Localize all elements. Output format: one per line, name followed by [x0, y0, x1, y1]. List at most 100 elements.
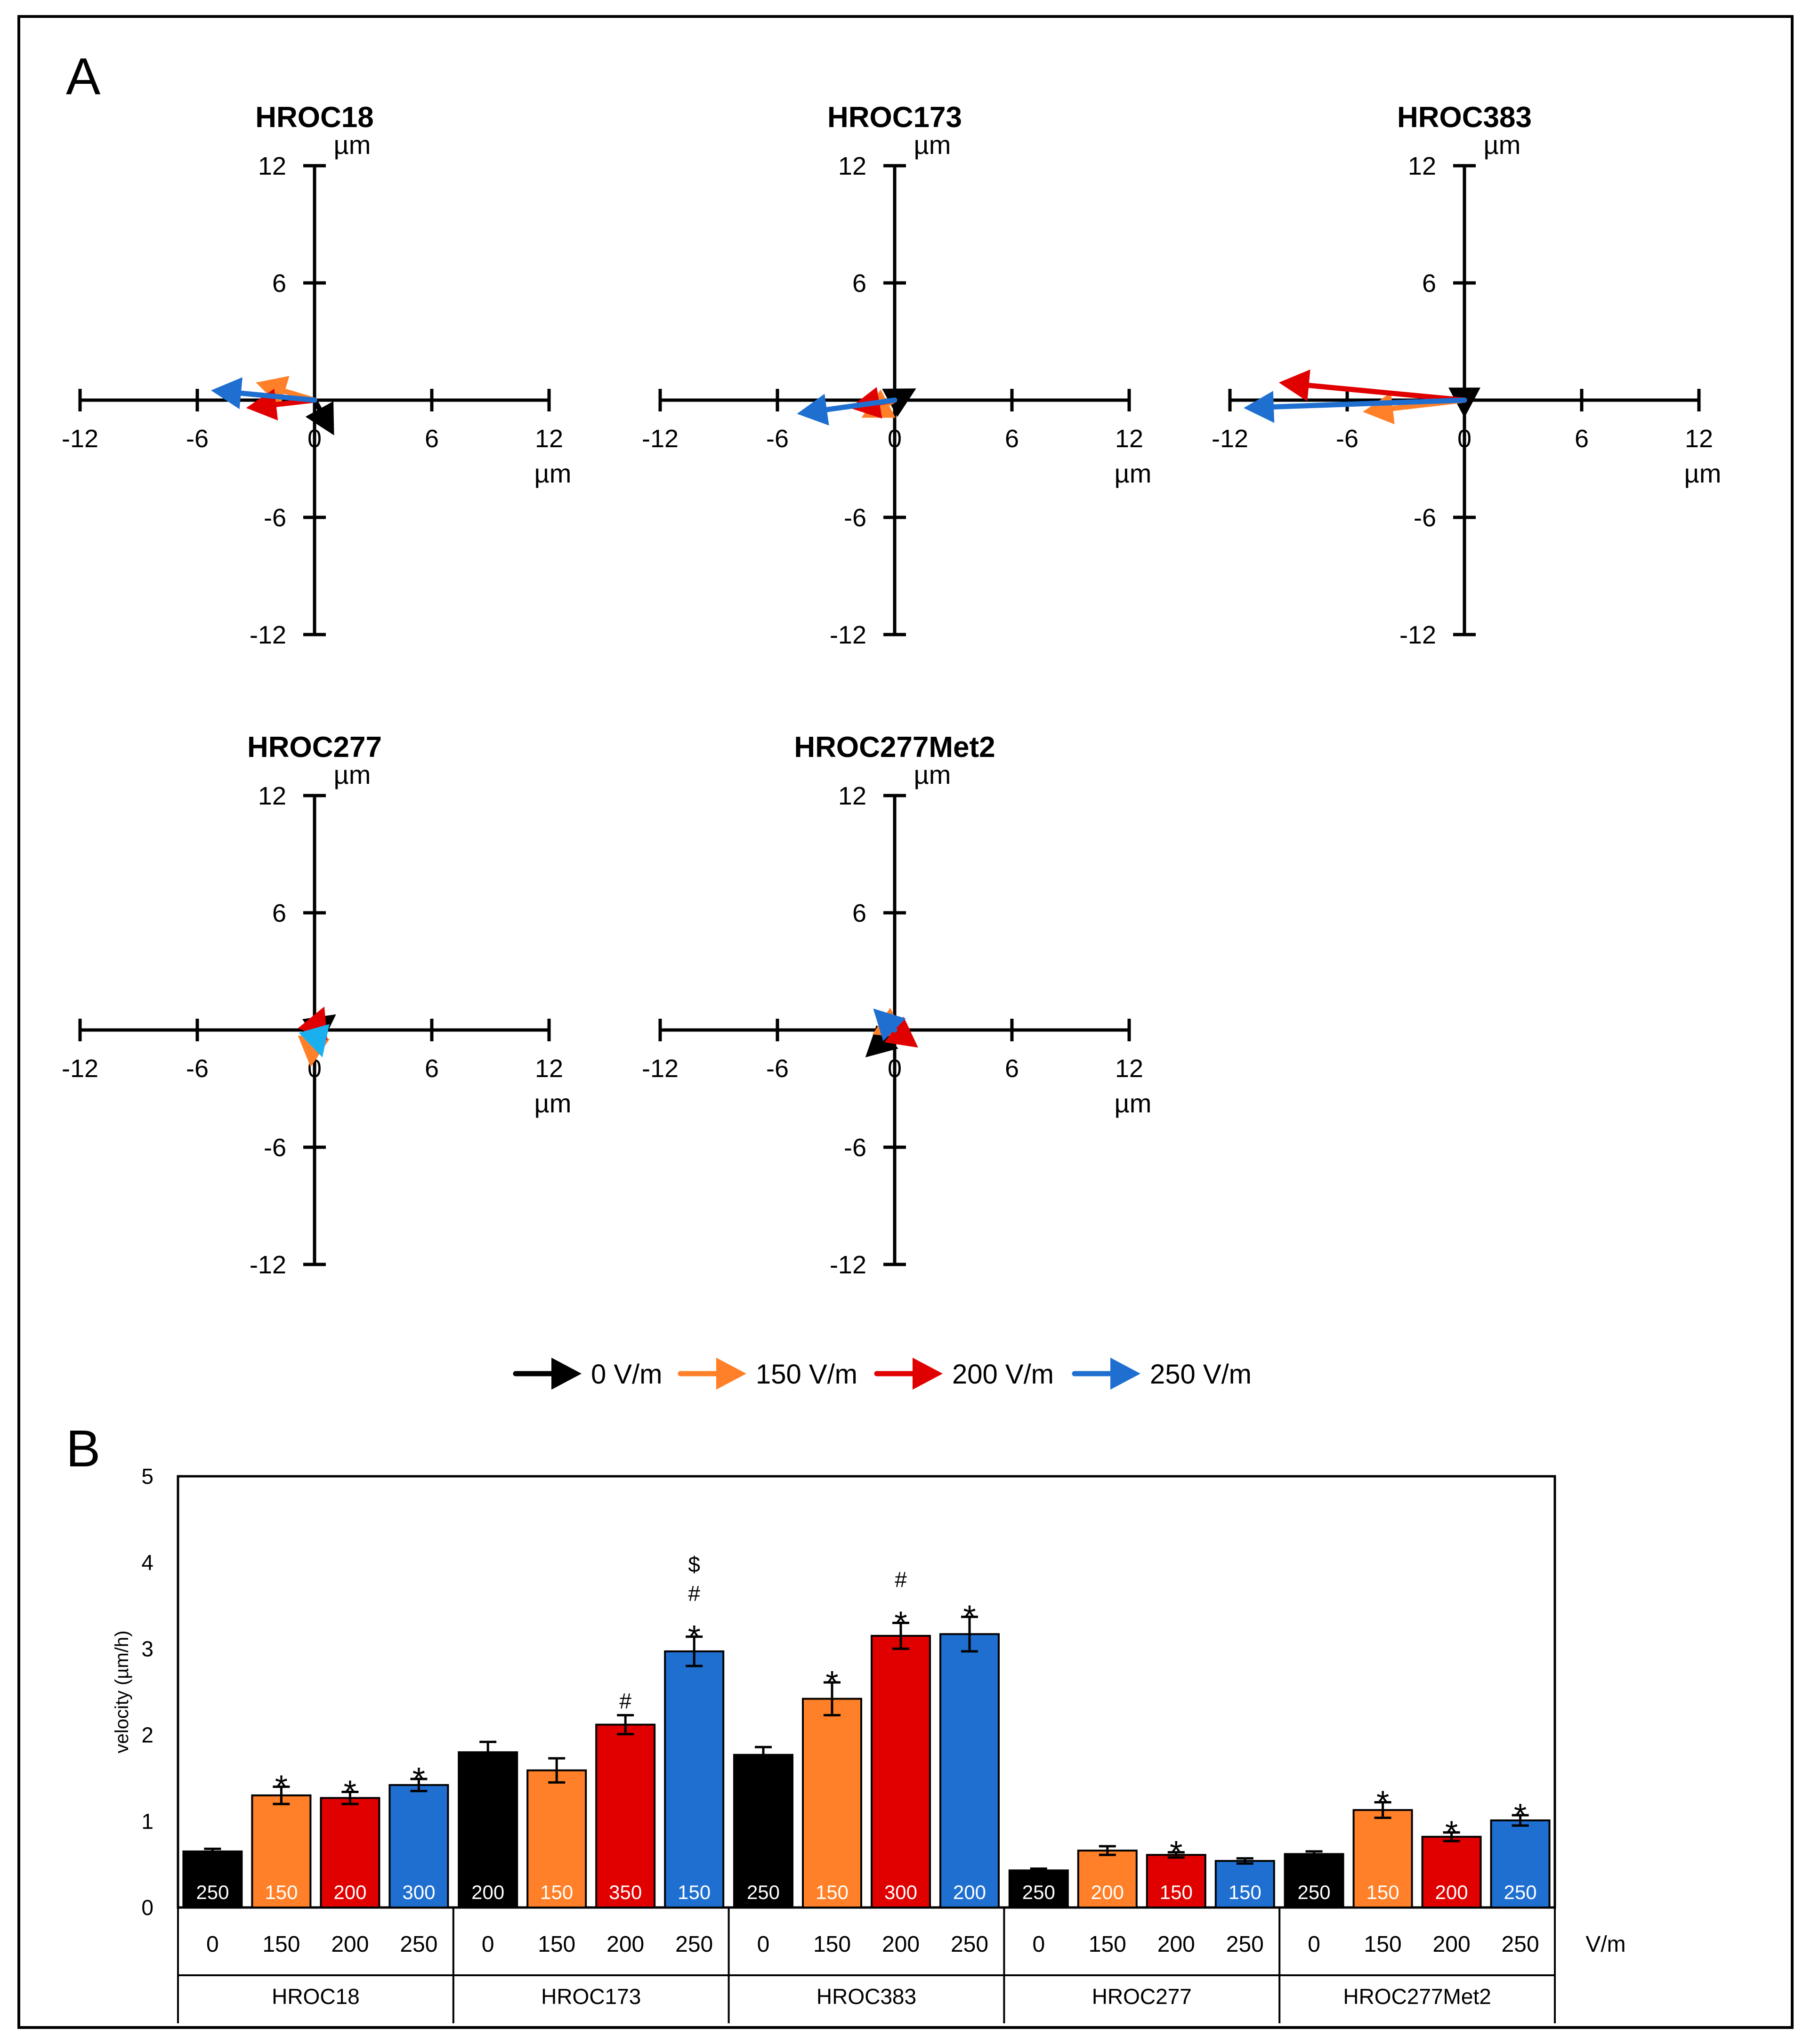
group-label: HROC277Met2	[1343, 1984, 1491, 2009]
y-tick-label: 3	[141, 1636, 154, 1661]
panel-label-a: A	[66, 48, 101, 105]
y-tick-label: 4	[141, 1550, 154, 1575]
x-category-label: 250	[1226, 1932, 1264, 1957]
legend-label: 250 V/m	[1150, 1359, 1252, 1390]
bar-n-label: 300	[884, 1881, 917, 1903]
bar	[251, 1794, 312, 1909]
y-tick-label: 6	[1422, 269, 1436, 298]
bar-n-label: 150	[816, 1881, 849, 1903]
x-tick-label: 0	[1457, 425, 1471, 453]
bar	[871, 1634, 931, 1908]
plot-title: HROC277Met2	[794, 731, 995, 764]
x-tick-label: -6	[766, 1054, 789, 1083]
x-unit-label: µm	[1115, 1088, 1152, 1118]
legend-item: 250 V/m	[1072, 1358, 1252, 1390]
legend-item: 200 V/m	[874, 1358, 1054, 1390]
x-category-label: 150	[538, 1932, 575, 1957]
bar-n-label: 350	[609, 1881, 642, 1903]
x-tick-label: 6	[425, 425, 439, 453]
significance-mark: *	[275, 1769, 288, 1805]
x-category-label: 250	[1502, 1932, 1539, 1957]
bar-n-label: 200	[953, 1881, 986, 1903]
panel-label-b: B	[66, 1420, 100, 1478]
plot-area	[177, 1475, 1556, 1909]
x-category-label: 200	[606, 1932, 644, 1957]
x-unit-label: V/m	[1585, 1932, 1625, 1957]
y-unit-label: µm	[914, 130, 951, 160]
legend-arrow-head	[716, 1358, 746, 1390]
plot-title: HROC383	[1397, 101, 1532, 134]
x-tick-label: -12	[62, 425, 98, 453]
bar	[802, 1698, 862, 1908]
bar	[1490, 1819, 1551, 1909]
bar-n-label: 200	[471, 1881, 504, 1903]
significance-mark: *	[894, 1604, 907, 1641]
vector-plot-hroc277met2: HROC277Met2 -12 -12 -6 -6 0 6 6 12 12 µm µm	[642, 731, 1151, 1279]
significance-mark: *	[825, 1664, 838, 1701]
bar-group-hroc277met2: 250 0 150 * 150 200 * 200 250 * 250 HROC277Met2	[1284, 1784, 1551, 2009]
x-category-label: 200	[331, 1932, 369, 1957]
y-tick-label: 12	[258, 152, 286, 180]
x-unit-label: µm	[534, 459, 572, 488]
y-tick-label: 6	[852, 269, 866, 298]
bar	[1146, 1854, 1206, 1909]
bar-n-label: 150	[265, 1881, 298, 1903]
legend-arrow	[513, 1358, 582, 1390]
y-tick-label: 6	[272, 269, 286, 298]
bar-n-label: 250	[747, 1881, 780, 1903]
x-tick-label: 6	[1005, 1054, 1019, 1083]
bar-n-label: 150	[678, 1881, 711, 1903]
bar	[526, 1769, 587, 1908]
bar-n-label: 150	[1229, 1881, 1261, 1903]
bar-n-label: 300	[402, 1881, 435, 1903]
bar	[664, 1650, 725, 1908]
significance-mark: $	[688, 1552, 700, 1577]
bar-group-hroc173: 200 0 150 150 350 #200 150 * # $250 HROC173	[458, 1552, 725, 2009]
legend-item: 0 V/m	[513, 1358, 663, 1390]
vector-arrow-0vm	[882, 388, 916, 417]
x-tick-label: 6	[1005, 425, 1019, 453]
significance-mark: *	[1445, 1814, 1458, 1851]
y-tick-label: -12	[250, 621, 286, 649]
legend-arrow	[874, 1358, 943, 1390]
y-unit-label: µm	[914, 760, 951, 789]
y-tick-label: 6	[852, 899, 866, 927]
legend-arrow-head	[551, 1358, 582, 1390]
bar-n-label: 250	[196, 1881, 229, 1903]
significance-mark: *	[1376, 1784, 1389, 1820]
bar	[1008, 1869, 1069, 1909]
vector-arrow-0vm-head	[882, 388, 916, 417]
x-tick-label: 6	[425, 1054, 439, 1083]
vector-arrow-250vm-head	[299, 1024, 330, 1058]
y-tick-label: -6	[1414, 504, 1436, 532]
group-label: HROC383	[817, 1984, 916, 2009]
x-tick-label: -12	[642, 425, 679, 453]
x-category-label: 250	[951, 1932, 988, 1957]
y-tick-label: -12	[830, 621, 866, 649]
x-category-label: 150	[262, 1932, 300, 1957]
x-tick-label: 0	[307, 425, 322, 453]
bar	[1214, 1860, 1275, 1909]
x-unit-label: µm	[1684, 459, 1722, 488]
bar-n-label: 150	[540, 1881, 573, 1903]
x-tick-label: 0	[888, 1054, 902, 1083]
vector-arrow-200vm-head	[884, 1016, 918, 1048]
significance-mark: *	[412, 1761, 425, 1797]
y-unit-label: µm	[334, 760, 371, 789]
vector-arrow-250vm-shaft	[1271, 397, 1467, 410]
bar-n-label: 200	[1091, 1881, 1124, 1903]
legend-item: 150 V/m	[678, 1358, 857, 1390]
vector-arrow-250vm	[299, 1024, 330, 1058]
x-unit-label: µm	[534, 1088, 572, 1118]
x-category-label: 150	[813, 1932, 851, 1957]
x-tick-label: 0	[888, 425, 902, 453]
bar	[182, 1850, 243, 1908]
x-unit-label: µm	[1115, 459, 1152, 488]
legend-arrow	[1072, 1358, 1140, 1390]
y-tick-label: 12	[838, 782, 866, 810]
significance-mark: #	[619, 1689, 631, 1713]
bar	[1284, 1853, 1344, 1909]
significance-mark: *	[963, 1599, 976, 1635]
x-category-label: 200	[882, 1932, 920, 1957]
